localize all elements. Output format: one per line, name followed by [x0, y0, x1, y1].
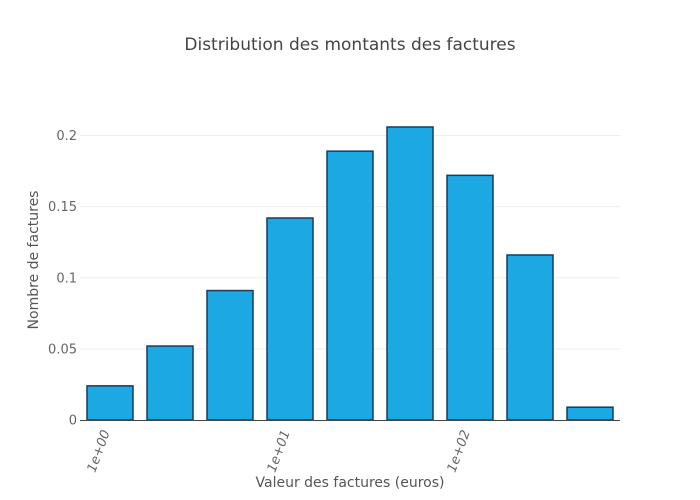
x-tick-label: 1e+00: [85, 428, 114, 474]
y-tick-label: 0.05: [48, 342, 77, 357]
y-tick-label: 0.15: [48, 200, 77, 215]
y-tick-labels: 0 0.05 0.1 0.15 0.2: [48, 129, 77, 428]
histogram-bar: [566, 406, 614, 421]
chart-title: Distribution des montants des factures: [184, 35, 515, 55]
y-tick-label: 0: [69, 414, 77, 429]
x-axis-title: Valeur des factures (euros): [256, 475, 445, 491]
histogram-bar: [506, 254, 554, 421]
histogram-bar: [266, 217, 314, 421]
histogram-bar: [326, 150, 374, 421]
histogram-bar: [146, 345, 194, 421]
x-tick-labels: 1e+00 1e+01 1e+02: [85, 428, 474, 474]
y-tick-label: 0.1: [56, 271, 77, 286]
x-tick-label: 1e+01: [265, 428, 294, 474]
bars: [86, 126, 614, 421]
y-axis-title: Nombre de factures: [26, 191, 42, 330]
histogram-bar: [446, 174, 494, 421]
histogram-bar: [386, 126, 434, 421]
x-tick-label: 1e+02: [445, 428, 474, 474]
y-tick-label: 0.2: [56, 129, 77, 144]
histogram-bar: [86, 385, 134, 421]
histogram-bar: [206, 289, 254, 421]
